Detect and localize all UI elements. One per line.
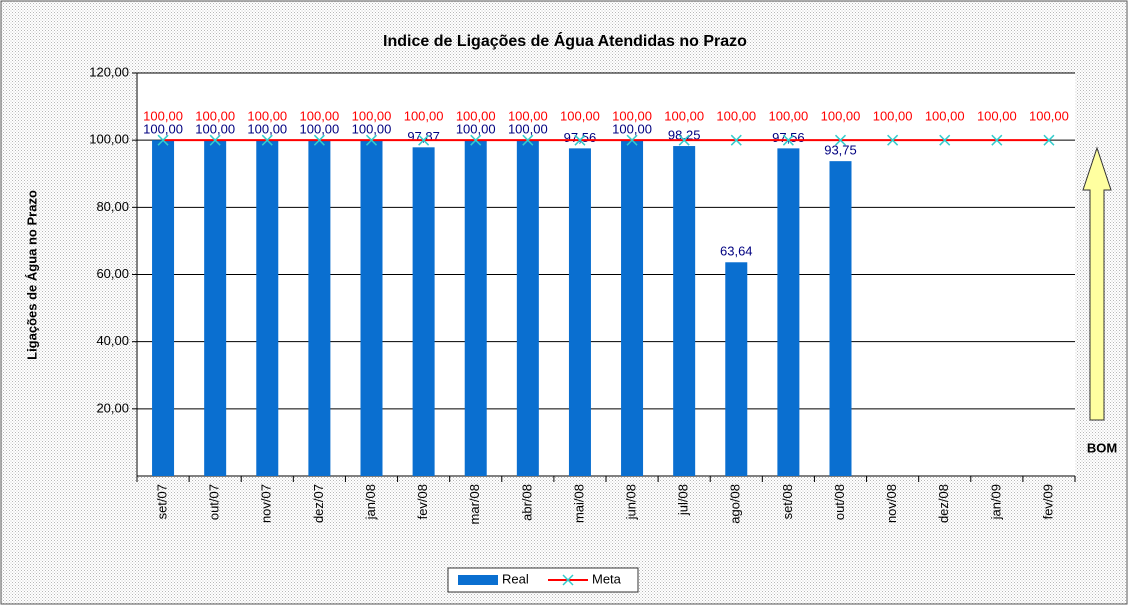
legend-label: Meta (592, 571, 622, 586)
marker (470, 134, 482, 146)
data-label: 100,00 (769, 109, 809, 124)
bar (204, 140, 227, 476)
marker (1043, 134, 1055, 146)
data-label: 100,00 (873, 109, 913, 124)
data-label: 100,00 (300, 109, 340, 124)
data-label: 100,00 (821, 109, 861, 124)
y-tick-label: 20,00 (96, 400, 129, 415)
bar (256, 140, 279, 476)
x-tick-label: jan/09 (988, 484, 1003, 520)
marker (782, 134, 794, 146)
x-tick-label: jul/08 (676, 484, 691, 516)
x-tick-label: jun/08 (623, 484, 638, 520)
bar (412, 147, 435, 476)
marker (730, 134, 742, 146)
bar (829, 161, 852, 476)
y-tick-label: 100,00 (89, 132, 129, 147)
data-label: 100,00 (508, 122, 548, 137)
data-label: 98,25 (668, 127, 701, 142)
x-tick-label: set/07 (154, 484, 169, 519)
data-label: 100,00 (664, 109, 704, 124)
y-axis-label: Ligações de Água no Prazo (24, 190, 39, 360)
x-tick-label: nov/08 (884, 484, 899, 523)
data-label: 100,00 (1029, 109, 1069, 124)
marker (365, 134, 378, 146)
chart-title: Indice de Ligações de Água Atendidas no … (383, 31, 747, 50)
data-label: 100,00 (247, 122, 287, 137)
x-tick-label: out/07 (207, 484, 222, 520)
bar (568, 148, 591, 476)
legend-label: Real (502, 571, 529, 586)
marker (939, 134, 951, 146)
data-label: 93,75 (824, 143, 857, 158)
data-label: 100,00 (195, 122, 235, 137)
data-label: 100,00 (352, 109, 392, 124)
bar (516, 140, 539, 476)
data-label: 100,00 (977, 109, 1017, 124)
data-label: 63,64 (720, 244, 753, 259)
data-label: 100,00 (300, 122, 340, 137)
x-tick-label: mai/08 (571, 484, 586, 523)
bar (464, 140, 487, 476)
data-label: 100,00 (404, 109, 444, 124)
marker (209, 134, 221, 146)
y-tick-label: 80,00 (96, 199, 129, 214)
marker (626, 134, 638, 146)
data-label: 100,00 (143, 109, 183, 124)
bar (308, 140, 331, 476)
x-tick-label: fev/09 (1040, 484, 1055, 519)
x-tick-label: fev/08 (415, 484, 430, 519)
data-label: 100,00 (612, 109, 652, 124)
data-label: 97,87 (407, 129, 440, 144)
data-label: 100,00 (716, 109, 756, 124)
data-label: 100,00 (456, 109, 496, 124)
data-label: 100,00 (143, 122, 183, 137)
data-label: 100,00 (247, 109, 287, 124)
x-tick-label: nov/07 (259, 484, 274, 523)
x-tick-label: dez/07 (311, 484, 326, 523)
bar (152, 140, 175, 476)
bar (360, 140, 383, 476)
legend (447, 567, 639, 593)
marker (887, 134, 899, 146)
data-label: 100,00 (925, 109, 965, 124)
data-label: 100,00 (612, 122, 652, 137)
data-label: 100,00 (560, 109, 600, 124)
marker (261, 134, 273, 146)
legend-swatch (458, 575, 498, 585)
y-tick-label: 120,00 (89, 64, 129, 79)
data-label: 97,56 (772, 130, 805, 145)
bar (725, 262, 748, 476)
x-tick-label: out/08 (832, 484, 847, 520)
data-label: 100,00 (352, 122, 392, 137)
data-label: 100,00 (195, 109, 235, 124)
data-label: 100,00 (508, 109, 548, 124)
bar (621, 140, 644, 476)
marker (522, 134, 534, 146)
y-tick-label: 40,00 (96, 333, 129, 348)
bar (673, 146, 696, 476)
marker (678, 134, 690, 146)
marker (991, 134, 1003, 146)
x-tick-label: ago/08 (728, 484, 743, 524)
marker (834, 134, 847, 146)
y-tick-label: 60,00 (96, 266, 129, 281)
marker (157, 134, 169, 146)
x-tick-label: abr/08 (519, 484, 534, 521)
marker (313, 134, 325, 146)
marker (418, 134, 430, 146)
data-label: 100,00 (456, 122, 496, 137)
x-tick-label: dez/08 (936, 484, 951, 523)
bar (777, 148, 800, 476)
x-tick-label: mar/08 (467, 484, 482, 524)
annotation: BOM (1087, 440, 1117, 455)
marker (574, 134, 586, 146)
x-tick-label: set/08 (780, 484, 795, 519)
x-tick-label: jan/08 (363, 484, 378, 520)
arrow (1082, 146, 1112, 421)
data-label: 97,56 (564, 130, 597, 145)
marker (562, 574, 574, 586)
